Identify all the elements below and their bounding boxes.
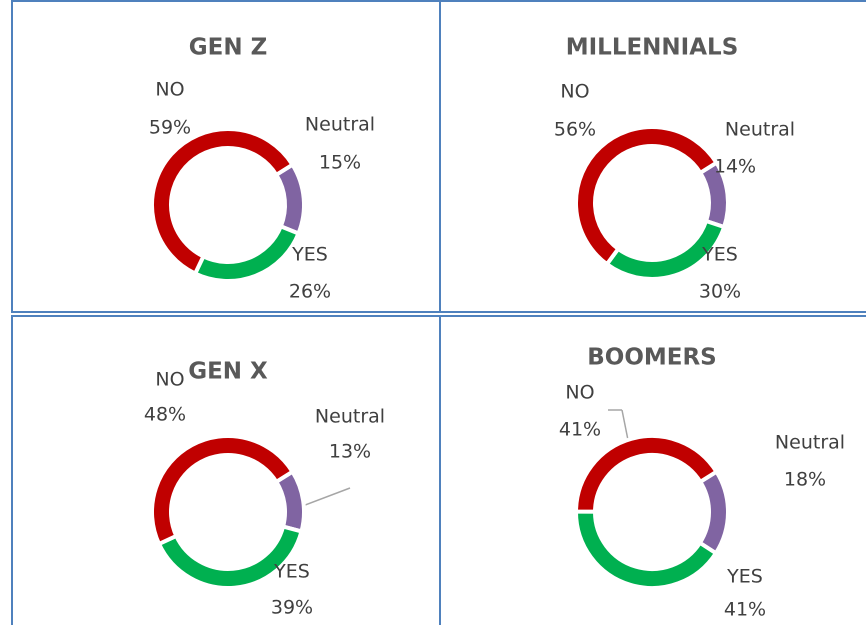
donut-slice <box>273 161 306 237</box>
donut-slice <box>697 468 730 556</box>
donut-slice <box>574 125 720 267</box>
chart-title: BOOMERS <box>587 345 717 371</box>
slice-value-label: 39% <box>271 597 313 619</box>
slice-value-label: 41% <box>724 599 766 621</box>
chart-title: GEN X <box>188 359 268 385</box>
donut-slice <box>150 434 296 547</box>
slice-value-label: 30% <box>699 281 741 303</box>
slice-label: NO <box>565 382 594 404</box>
slice-value-label: 56% <box>554 119 596 141</box>
slice-label: Neutral <box>775 432 845 454</box>
panel-frame <box>439 0 866 313</box>
slice-value-label: 15% <box>319 152 361 174</box>
slice-value-label: 59% <box>149 117 191 139</box>
slice-label: Neutral <box>305 114 375 136</box>
slice-value-label: 26% <box>289 281 331 303</box>
slice-label: YES <box>291 244 328 266</box>
slice-label: NO <box>155 369 184 391</box>
slice-value-label: 18% <box>784 469 826 491</box>
chart-title: GEN Z <box>189 35 268 61</box>
panel-frame <box>439 315 866 625</box>
leader-line <box>621 409 629 441</box>
slice-label: Neutral <box>315 406 385 428</box>
slice-label: YES <box>726 566 763 588</box>
slice-label: NO <box>560 81 589 103</box>
chart-title: MILLENNIALS <box>566 35 739 61</box>
slice-value-label: 14% <box>714 156 756 178</box>
slice-value-label: 41% <box>559 419 601 441</box>
donut-slice <box>573 434 720 514</box>
slice-label: YES <box>273 561 310 583</box>
slice-value-label: 13% <box>329 441 371 463</box>
donut-slice <box>574 509 719 590</box>
slice-value-label: 48% <box>144 404 186 426</box>
donut-slice <box>192 223 302 283</box>
slice-label: YES <box>701 244 738 266</box>
donut-slice <box>150 127 296 277</box>
slice-label: NO <box>155 79 184 101</box>
slice-label: Neutral <box>725 119 795 141</box>
